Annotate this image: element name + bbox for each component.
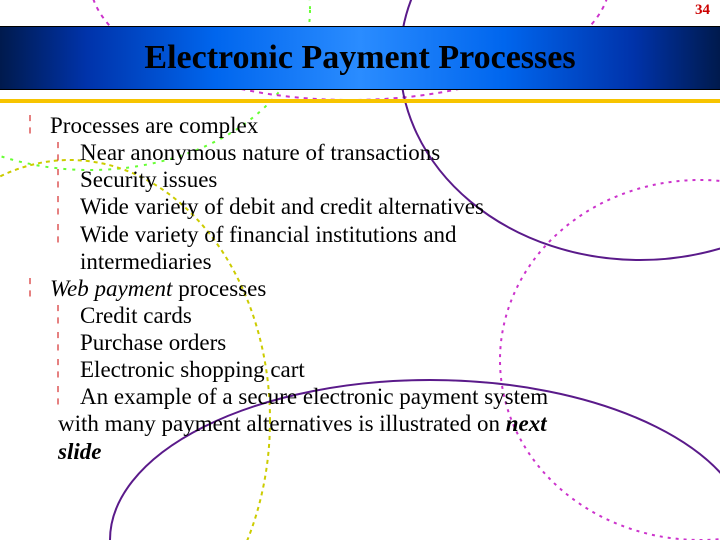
title-bar: Electronic Payment Processes: [0, 26, 720, 90]
page-number: 34: [695, 2, 710, 19]
accent-line: [0, 99, 720, 103]
bullet-continuation: with many payment alternatives is illust…: [28, 410, 698, 437]
text: with many payment alternatives is illust…: [58, 411, 506, 436]
slide-body: Processes are complex Near anonymous nat…: [28, 112, 698, 465]
bullet-lvl2: Wide variety of financial institutions a…: [28, 221, 698, 248]
bold-italic-text: slide: [28, 438, 698, 465]
bullet-lvl2: An example of a secure electronic paymen…: [28, 383, 698, 410]
bold-italic-text: next: [506, 411, 547, 436]
italic-text: Web payment: [50, 276, 172, 301]
bullet-continuation: intermediaries: [28, 248, 698, 275]
bullet-lvl1: Processes are complex: [28, 112, 698, 139]
bullet-lvl2: Electronic shopping cart: [28, 356, 698, 383]
bullet-lvl2: Wide variety of debit and credit alterna…: [28, 193, 698, 220]
bullet-lvl2: Security issues: [28, 166, 698, 193]
text: processes: [172, 276, 266, 301]
bullet-lvl2: Purchase orders: [28, 329, 698, 356]
bullet-lvl2: Credit cards: [28, 302, 698, 329]
bullet-lvl2: Near anonymous nature of transactions: [28, 139, 698, 166]
slide: 34 Electronic Payment Processes Processe…: [0, 0, 720, 540]
bullet-lvl1: Web payment processes: [28, 275, 698, 302]
slide-title: Electronic Payment Processes: [144, 39, 575, 77]
